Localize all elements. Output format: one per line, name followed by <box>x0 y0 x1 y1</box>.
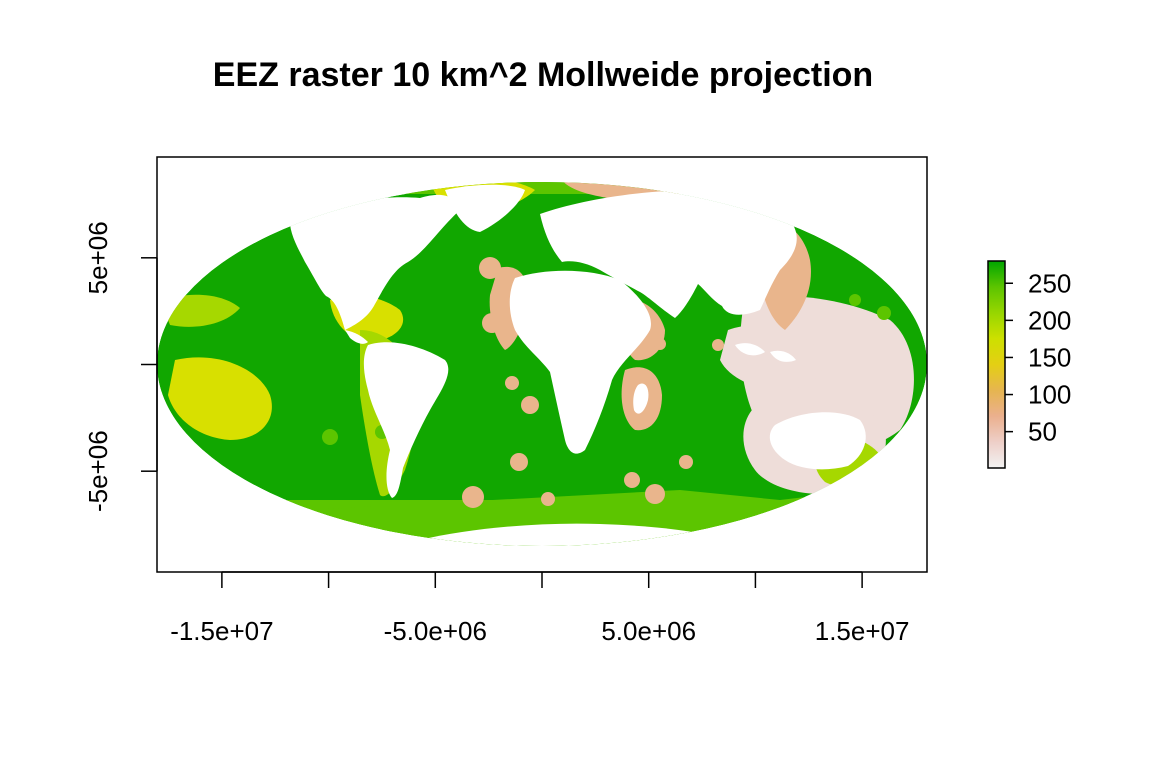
color-legend: 50 100 150 200 250 <box>987 260 1071 469</box>
eez-island <box>654 338 666 350</box>
land-greenland <box>445 184 525 232</box>
legend-tick-label: 100 <box>1028 380 1071 410</box>
land-central-america <box>345 330 368 344</box>
legend-colorbar <box>987 260 1006 469</box>
land-madagascar <box>633 383 649 414</box>
x-tick-label: -1.5e+07 <box>170 616 273 646</box>
y-tick-label: 5e+06 <box>83 221 113 294</box>
x-axis: -1.5e+07 -5.0e+06 5.0e+06 1.5e+07 <box>170 571 910 646</box>
eez-island <box>645 484 665 504</box>
x-tick-label: 1.5e+07 <box>815 616 910 646</box>
land-south-america <box>363 342 449 498</box>
legend-tick-label: 200 <box>1028 305 1071 335</box>
land-antarctica <box>420 523 720 546</box>
x-tick-label: 5.0e+06 <box>601 616 696 646</box>
eez-island <box>510 453 528 471</box>
x-tick-label: -5.0e+06 <box>384 616 487 646</box>
eez-island <box>521 396 539 414</box>
eez-island <box>322 429 338 445</box>
land-indonesia <box>735 343 796 362</box>
eez-island <box>849 294 861 306</box>
eez-island <box>482 313 502 333</box>
eez-north-pacific <box>160 294 240 327</box>
y-axis: 5e+06 -5e+06 <box>83 221 158 512</box>
eez-island <box>479 257 501 279</box>
eez-island <box>237 377 253 393</box>
eez-island <box>712 339 724 351</box>
land-new-zealand <box>875 464 886 480</box>
legend-tick-label: 50 <box>1028 417 1057 447</box>
legend-tick-label: 150 <box>1028 342 1071 372</box>
eez-island <box>541 492 555 506</box>
land-eurasia <box>540 190 797 318</box>
chart-title: EEZ raster 10 km^2 Mollweide projection <box>212 56 874 94</box>
y-tick-label: -5e+06 <box>83 430 113 512</box>
land-australia <box>769 412 866 470</box>
legend-tick-label: 250 <box>1028 268 1071 298</box>
eez-indonesia <box>720 325 824 391</box>
map-raster <box>157 182 927 546</box>
eez-island <box>462 486 484 508</box>
eez-island <box>505 376 519 390</box>
eez-island <box>679 455 693 469</box>
land-north-america <box>289 194 460 330</box>
land-africa <box>509 270 651 454</box>
land-masses <box>289 184 886 546</box>
eez-island <box>877 306 891 320</box>
eez-island <box>624 472 640 488</box>
